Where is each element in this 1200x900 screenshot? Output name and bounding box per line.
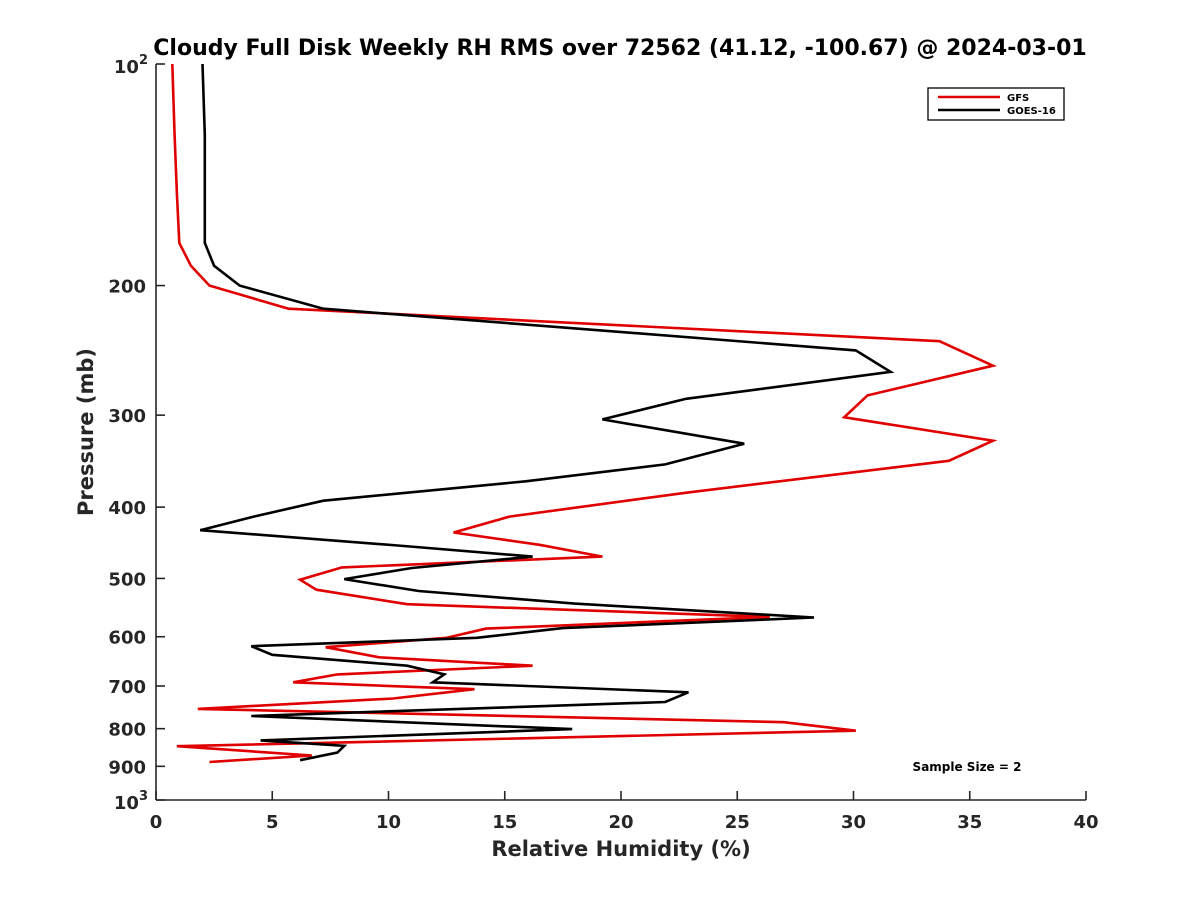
- x-tick-label: 40: [1073, 812, 1098, 833]
- y-tick-label: 700: [108, 677, 146, 698]
- series-layer: [171, 63, 998, 764]
- y-tick-label: 500: [108, 569, 146, 590]
- legend-label-goes16: GOES-16: [1007, 106, 1056, 117]
- x-tick-label: 0: [150, 812, 163, 833]
- y-tick-label: 600: [108, 628, 146, 649]
- x-axis-label: Relative Humidity (%): [491, 837, 750, 861]
- legend-label-gfs: GFS: [1007, 93, 1029, 104]
- series-line-goes16: [199, 63, 895, 762]
- x-ticks: 0 5 10 15 20 25 30 35 40: [150, 791, 1099, 833]
- sample-size-annotation: Sample Size = 2: [913, 760, 1022, 774]
- y-tick-label: 300: [108, 406, 146, 427]
- x-tick-label: 20: [608, 812, 633, 833]
- y-axis-label: Pressure (mb): [74, 348, 98, 516]
- x-tick-label: 5: [266, 812, 279, 833]
- y-tick-label: 200: [108, 277, 146, 298]
- chart-title: Cloudy Full Disk Weekly RH RMS over 7256…: [153, 36, 1086, 61]
- x-tick-label: 15: [492, 812, 517, 833]
- legend: GFS GOES-16: [927, 87, 1065, 121]
- x-tick-label: 25: [725, 812, 750, 833]
- x-tick-label: 10: [376, 812, 401, 833]
- x-tick-label: 30: [841, 812, 866, 833]
- y-tick-label: 400: [108, 498, 146, 519]
- x-tick-label: 35: [957, 812, 982, 833]
- y-tick-label: 800: [108, 720, 146, 741]
- y-tick-label: 900: [108, 757, 146, 778]
- legend-box: [927, 87, 1065, 121]
